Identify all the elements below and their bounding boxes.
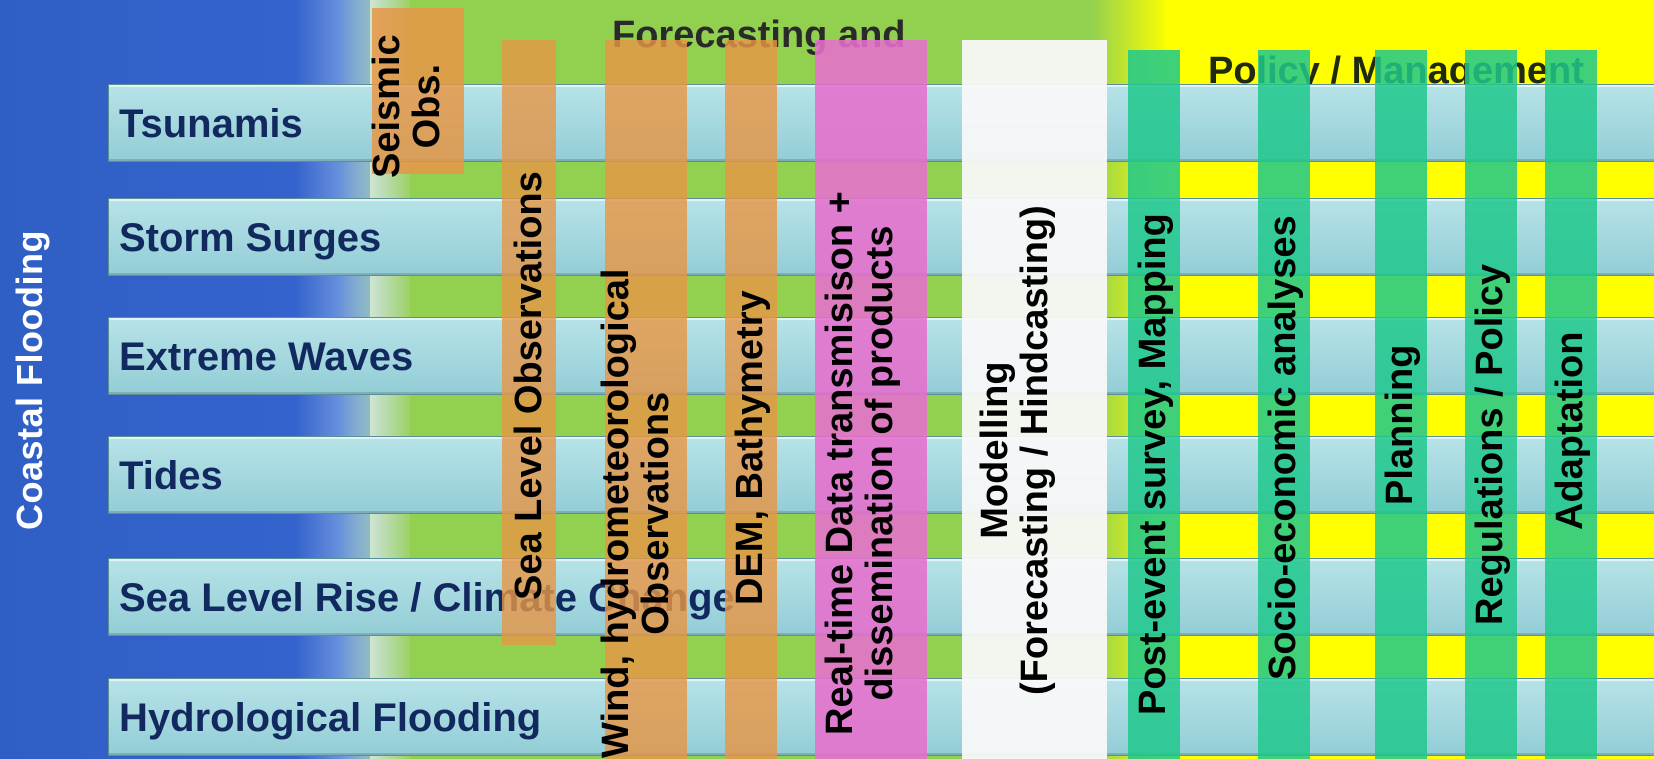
column-sea-level-observations: Sea Level Observations (502, 40, 556, 645)
column-planning: Planning (1375, 50, 1427, 759)
side-title-text: Coastal Flooding (9, 229, 50, 530)
column-wind-observations: Wind, hydrometeorological Observations (595, 40, 687, 759)
hazard-label: Tides (119, 454, 223, 498)
column-socio-economic: Socio-economic analyses (1258, 50, 1310, 759)
column-label: Sea Level Observations (508, 171, 550, 600)
hazard-label: Storm Surges (119, 216, 382, 260)
column-modelling: Modelling (Forecasting / Hindcasting) (962, 40, 1107, 759)
column-label: Regulations / Policy (1469, 263, 1511, 625)
column-label: Adaptation (1549, 331, 1591, 530)
column-label: Modelling (Forecasting / Hindcasting) (974, 205, 1056, 695)
column-label: Wind, hydrometeorological Observations (595, 268, 677, 758)
hazard-label: Tsunamis (119, 102, 303, 146)
column-adaptation: Adaptation (1545, 50, 1597, 759)
column-label: Seismic Obs. (366, 34, 448, 178)
column-realtime-data: Real-time Data transmisison + disseminat… (815, 40, 927, 759)
column-label: Post-event survey, Mapping (1132, 213, 1174, 715)
column-regulations-policy: Regulations / Policy (1465, 50, 1517, 759)
column-label: Planning (1379, 344, 1421, 505)
hazard-label: Hydrological Flooding (119, 696, 542, 740)
column-label: Real-time Data transmisison + disseminat… (819, 191, 901, 735)
column-dem-bathymetry: DEM, Bathymetry (725, 40, 777, 759)
column-label: DEM, Bathymetry (729, 290, 771, 605)
column-seismic-obs: Seismic Obs. (366, 8, 464, 178)
column-label: Socio-economic analyses (1262, 215, 1304, 680)
column-post-event-survey: Post-event survey, Mapping (1128, 50, 1180, 759)
coastal-flooding-title: Coastal Flooding (0, 0, 60, 759)
hazard-label: Extreme Waves (119, 335, 414, 379)
